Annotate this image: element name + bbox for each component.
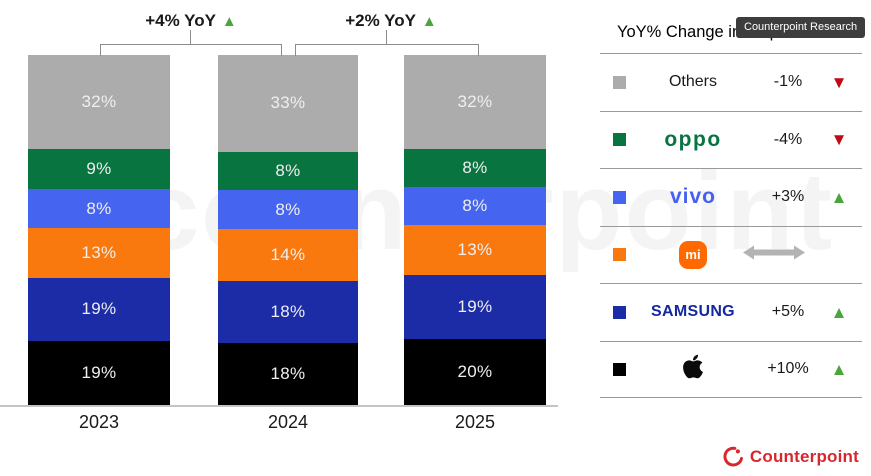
bar-2025: 32% 8% 8% 13% 19% 20% <box>404 55 546 406</box>
segment-value-label: 32% <box>457 91 493 111</box>
counterpoint-research-badge: Counterpoint Research <box>736 17 866 38</box>
segment-value-label: 13% <box>81 242 117 262</box>
segment-value-label: 9% <box>86 158 112 178</box>
legend-row-samsung: SAMSUNG +5% ▲ <box>600 283 862 341</box>
up-triangle-icon: ▲ <box>830 302 848 322</box>
bar-segment-others-2024: 33% <box>218 55 358 152</box>
yoy-bracket-2024-2025 <box>295 44 478 45</box>
legend-row-xiaomi: mi <box>600 225 862 284</box>
segment-value-label: 19% <box>81 363 117 383</box>
segment-value-label: 19% <box>457 297 493 317</box>
bar-segment-apple-2023: 19% <box>28 341 170 406</box>
legend-row-apple: +10% ▲ <box>600 340 862 398</box>
up-triangle-icon: ▲ <box>830 187 848 207</box>
legend-change-value: -4% <box>773 130 803 148</box>
segment-value-label: 8% <box>462 196 488 216</box>
yoy-bracket-tick <box>281 44 282 56</box>
samsung-logo: SAMSUNG <box>651 303 735 321</box>
segment-value-label: 18% <box>270 364 306 384</box>
bar-2024: 33% 8% 8% 14% 18% 18% <box>218 55 358 405</box>
down-triangle-icon: ▼ <box>830 72 848 92</box>
yoy-bracket-2023-2024 <box>100 44 281 45</box>
segment-value-label: 20% <box>457 362 493 382</box>
yoy-bracket-tick <box>478 44 479 56</box>
bar-segment-oppo-2023: 9% <box>28 148 170 190</box>
yoy-annotation-2023-2024: +4% YoY ▲ <box>145 11 237 31</box>
legend-row-vivo: vivo +3% ▲ <box>600 168 862 226</box>
legend-row-oppo: oppo -4% ▼ <box>600 110 862 169</box>
bar-segment-vivo-2025: 8% <box>404 187 546 226</box>
segment-value-label: 19% <box>81 299 117 319</box>
segment-value-label: 8% <box>275 199 301 219</box>
bar-segment-others-2025: 32% <box>404 55 546 149</box>
legend-change-value: -1% <box>773 73 803 91</box>
segment-value-label: 8% <box>275 160 301 180</box>
legend-change-value <box>743 244 816 266</box>
segment-value-label: 14% <box>270 245 306 265</box>
counterpoint-logo: Counterpoint <box>723 446 859 467</box>
xiaomi-logo: mi <box>626 240 760 269</box>
counterpoint-logo-text: Counterpoint <box>749 446 859 466</box>
yoy-annotation-2024-2025: +2% YoY ▲ <box>345 11 437 31</box>
yoy-annotation-text: +2% YoY <box>345 11 416 30</box>
bar-segment-oppo-2025: 8% <box>404 148 546 187</box>
vivo-logo: vivo <box>669 185 717 209</box>
up-triangle-icon: ▲ <box>421 12 437 30</box>
legend-change-value: +5% <box>771 303 805 321</box>
oppo-logo: oppo <box>664 127 722 151</box>
yoy-bracket-stem <box>386 30 387 44</box>
counterpoint-mark-icon <box>723 446 744 467</box>
x-axis-label-2023: 2023 <box>78 412 120 432</box>
down-triangle-icon: ▼ <box>830 130 848 150</box>
legend-color-swatch-xiaomi <box>613 248 626 262</box>
bar-segment-xiaomi-2023: 13% <box>28 227 170 278</box>
legend-color-swatch-oppo <box>613 133 626 147</box>
legend-color-swatch-apple <box>613 362 626 376</box>
bar-segment-apple-2024: 18% <box>218 343 358 405</box>
bar-segment-xiaomi-2025: 13% <box>404 225 546 276</box>
x-axis-label-2024: 2024 <box>267 412 309 432</box>
segment-value-label: 18% <box>270 302 306 322</box>
x-axis-line <box>0 405 558 407</box>
bar-segment-samsung-2023: 19% <box>28 277 170 342</box>
x-axis-label-2025: 2025 <box>454 412 496 432</box>
legend-color-swatch-others <box>613 75 626 89</box>
xiaomi-mi-icon: mi <box>679 240 707 269</box>
segment-value-label: 32% <box>81 91 117 111</box>
yoy-bracket-tick <box>100 44 101 56</box>
bar-segment-vivo-2023: 8% <box>28 189 170 228</box>
bar-2023: 32% 9% 8% 13% 19% 19% <box>28 55 170 406</box>
brand-label: Others <box>668 73 717 91</box>
legend-color-swatch-vivo <box>613 190 626 204</box>
bar-segment-vivo-2024: 8% <box>218 190 358 229</box>
segment-value-label: 8% <box>462 157 488 177</box>
up-triangle-icon: ▲ <box>221 12 237 30</box>
legend-rows: Others -1% ▼ oppo -4% ▼ vivo +3% ▲ mi SAMSUNG +5% ▲ +… <box>600 53 862 398</box>
bar-segment-oppo-2024: 8% <box>218 151 358 191</box>
bar-segment-apple-2025: 20% <box>404 339 546 406</box>
legend-change-value: +3% <box>771 188 805 206</box>
yoy-annotation-text: +4% YoY <box>145 11 216 30</box>
legend-change-value: +10% <box>767 360 809 378</box>
bar-segment-samsung-2025: 19% <box>404 275 546 340</box>
legend-row-others: Others -1% ▼ <box>600 53 862 111</box>
yoy-bracket-tick <box>295 44 296 56</box>
apple-logo <box>626 353 760 385</box>
bar-segment-samsung-2024: 18% <box>218 281 358 344</box>
bar-segment-others-2023: 32% <box>28 55 170 149</box>
yoy-bracket-stem <box>190 30 191 44</box>
up-triangle-icon: ▲ <box>830 359 848 379</box>
legend-color-swatch-samsung <box>613 305 626 319</box>
bar-segment-xiaomi-2024: 14% <box>218 228 358 282</box>
segment-value-label: 33% <box>270 93 306 113</box>
segment-value-label: 8% <box>86 198 112 218</box>
segment-value-label: 13% <box>457 240 493 260</box>
